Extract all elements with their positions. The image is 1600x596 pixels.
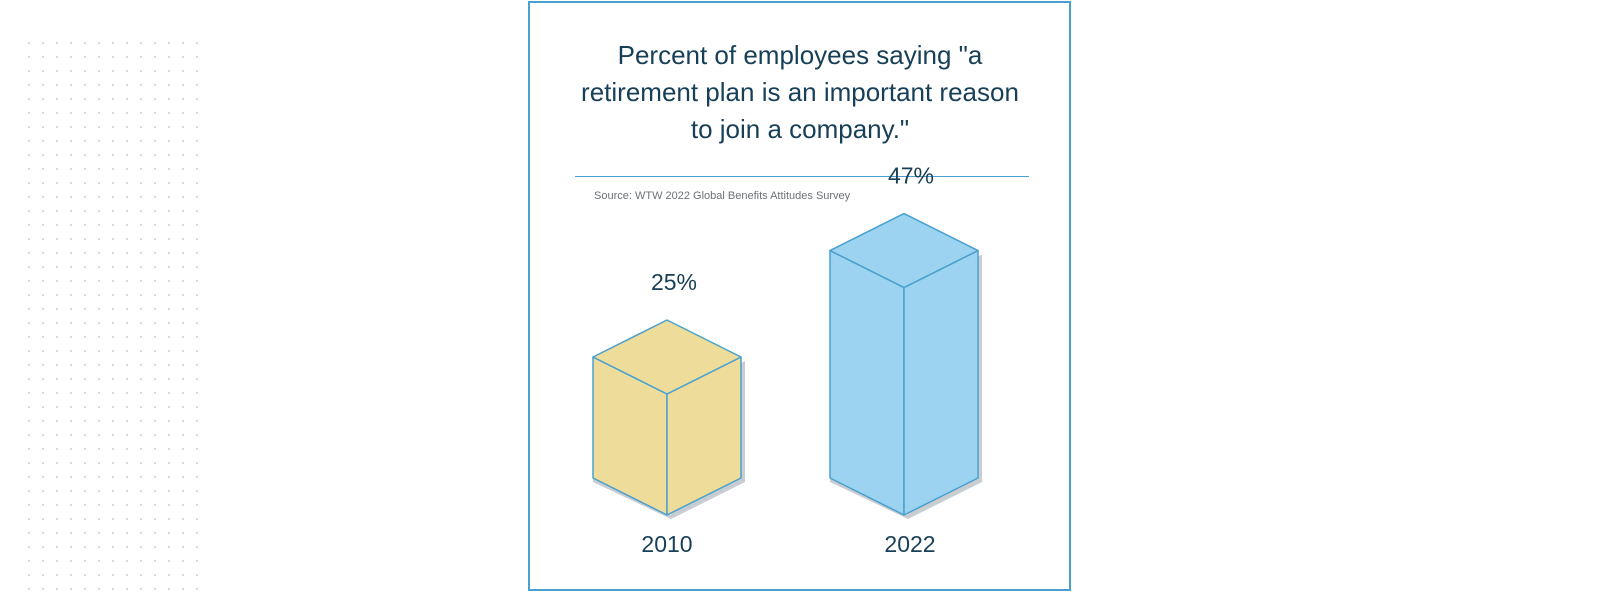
category-label: 2022 bbox=[884, 531, 935, 557]
chart-source: Source: WTW 2022 Global Benefits Attitud… bbox=[594, 190, 851, 202]
value-label: 25% bbox=[651, 269, 697, 295]
bar-top-face bbox=[829, 212, 979, 289]
bar-right-face bbox=[903, 249, 979, 516]
bar-2010: 25% 2010 bbox=[592, 269, 745, 557]
chart-card: Percent of employees saying "a retiremen… bbox=[528, 1, 1071, 591]
dot-grid-decoration bbox=[22, 36, 198, 592]
bar-top-face bbox=[592, 319, 742, 395]
bar-2022: 47% 2022 bbox=[829, 163, 982, 557]
value-label: 47% bbox=[888, 163, 934, 189]
title-divider bbox=[575, 176, 1029, 177]
bar-left-face bbox=[829, 249, 905, 516]
chart-title: Percent of employees saying "a retiremen… bbox=[581, 40, 1019, 144]
bar-chart: 25% 2010 47% 2022 bbox=[592, 163, 982, 557]
category-label: 2010 bbox=[641, 531, 692, 557]
